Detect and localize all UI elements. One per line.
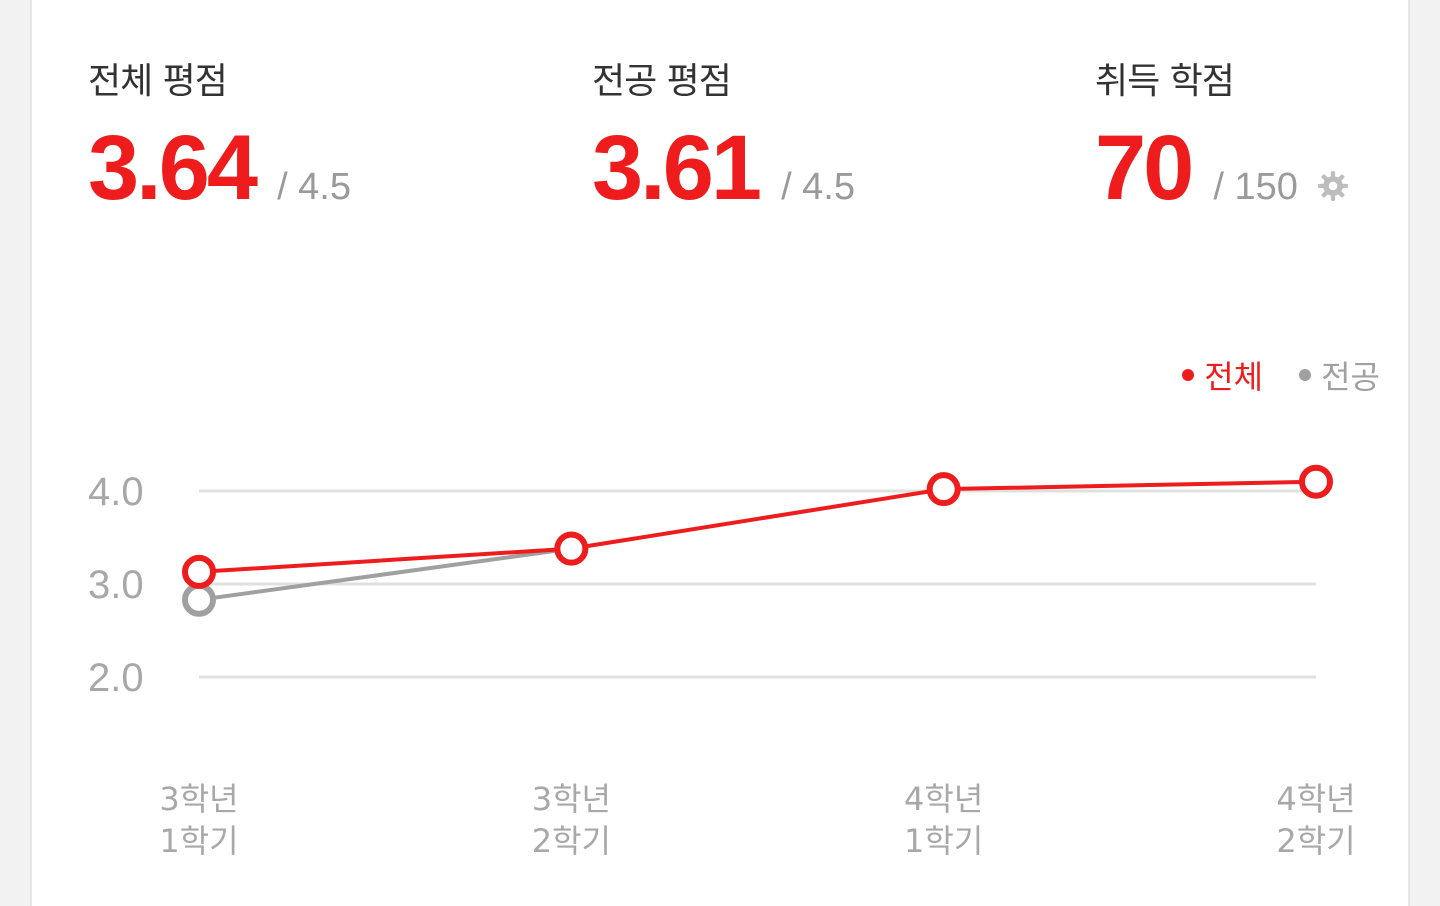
credits-max: / 150 xyxy=(1213,166,1298,208)
x-tick-label: 1학기 xyxy=(904,822,983,860)
x-tick-label: 3학년 xyxy=(532,780,611,818)
credits-label: 취득 학점 xyxy=(1095,61,1235,102)
credits-stat: 취득 학점 70 / 150 xyxy=(1095,52,1350,214)
y-tick-label: 4.0 xyxy=(88,470,144,514)
overall-gpa-stat: 전체 평점 3.64 / 4.5 xyxy=(88,52,351,214)
legend-label-major: 전공 xyxy=(1321,358,1380,396)
x-tick-label: 4학년 xyxy=(904,780,983,818)
series-line-0 xyxy=(198,479,1317,574)
legend-item-overall[interactable]: 전체 xyxy=(1182,352,1263,398)
y-tick-label: 3.0 xyxy=(88,563,144,607)
major-gpa-label: 전공 평점 xyxy=(592,61,732,102)
legend-dot-major xyxy=(1299,369,1312,381)
major-gpa-max: / 4.5 xyxy=(781,166,856,208)
data-point-series0-3[interactable] xyxy=(1299,464,1333,499)
overall-gpa-max: / 4.5 xyxy=(277,166,352,208)
x-tick-label: 2학기 xyxy=(1276,822,1355,860)
series-line-1 xyxy=(198,546,572,602)
data-point-series0-2[interactable] xyxy=(926,472,961,507)
legend-item-major[interactable]: 전공 xyxy=(1299,352,1380,398)
overall-gpa-value: 3.64 xyxy=(88,117,258,219)
credits-value: 70 xyxy=(1095,117,1194,219)
gear-icon[interactable] xyxy=(1316,169,1350,203)
data-point-series0-0[interactable] xyxy=(182,554,216,589)
x-tick-label: 1학기 xyxy=(159,822,238,860)
y-tick-label: 2.0 xyxy=(88,656,144,700)
data-point-series0-1[interactable] xyxy=(554,531,589,566)
grade-summary-card xyxy=(30,0,1410,906)
legend-dot-overall xyxy=(1182,369,1195,381)
chart-legend: 전체 전공 xyxy=(1182,352,1380,398)
major-gpa-value: 3.61 xyxy=(592,117,762,219)
legend-label-overall: 전체 xyxy=(1204,358,1264,396)
x-tick-label: 3학년 xyxy=(159,780,238,818)
x-tick-label: 4학년 xyxy=(1276,780,1355,818)
data-point-series1-0[interactable] xyxy=(182,582,216,617)
major-gpa-stat: 전공 평점 3.61 / 4.5 xyxy=(592,52,855,214)
x-tick-label: 2학기 xyxy=(532,822,611,860)
overall-gpa-label: 전체 평점 xyxy=(88,61,228,102)
